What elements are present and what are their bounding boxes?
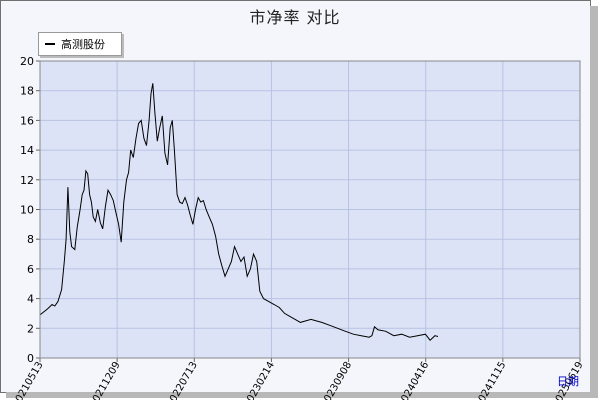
y-tick-label: 2 [27, 322, 34, 335]
x-tick-label: 20230908 [319, 360, 354, 400]
frame-shadow-right [590, 6, 598, 398]
x-axis-label: 日期 [557, 375, 579, 388]
x-tick-label: 20230214 [242, 360, 277, 400]
legend-label: 高测股份 [61, 38, 105, 51]
y-tick-label: 4 [27, 293, 34, 306]
x-tick-label: 20220713 [165, 360, 200, 400]
x-tick-label: 20241115 [473, 360, 508, 400]
legend: 高测股份 [38, 32, 122, 56]
y-tick-label: 0 [27, 352, 34, 365]
x-tick-label: 20211209 [88, 360, 123, 400]
frame-shadow-bottom [6, 392, 598, 398]
y-tick-label: 18 [20, 85, 34, 98]
y-tick-label: 16 [20, 114, 34, 127]
y-tick-label: 14 [20, 144, 34, 157]
y-tick-label: 12 [20, 174, 34, 187]
y-axis-ticks: 0 2 4 6 8 10 12 14 16 18 20 [20, 55, 40, 365]
plot-border [39, 60, 581, 359]
y-tick-label: 10 [20, 204, 34, 217]
y-tick-label: 20 [20, 55, 34, 68]
x-tick-label: 20240416 [396, 360, 431, 400]
chart-title: 市净率 对比 [249, 8, 341, 27]
x-axis-ticks: 20210513 20211209 20220713 20230214 20230908… [11, 358, 586, 400]
y-tick-label: 8 [27, 233, 34, 246]
legend-swatch [45, 43, 55, 45]
x-tick-label: 20210513 [11, 360, 46, 400]
y-tick-label: 6 [27, 263, 34, 276]
series-line-gaoce [39, 83, 439, 341]
